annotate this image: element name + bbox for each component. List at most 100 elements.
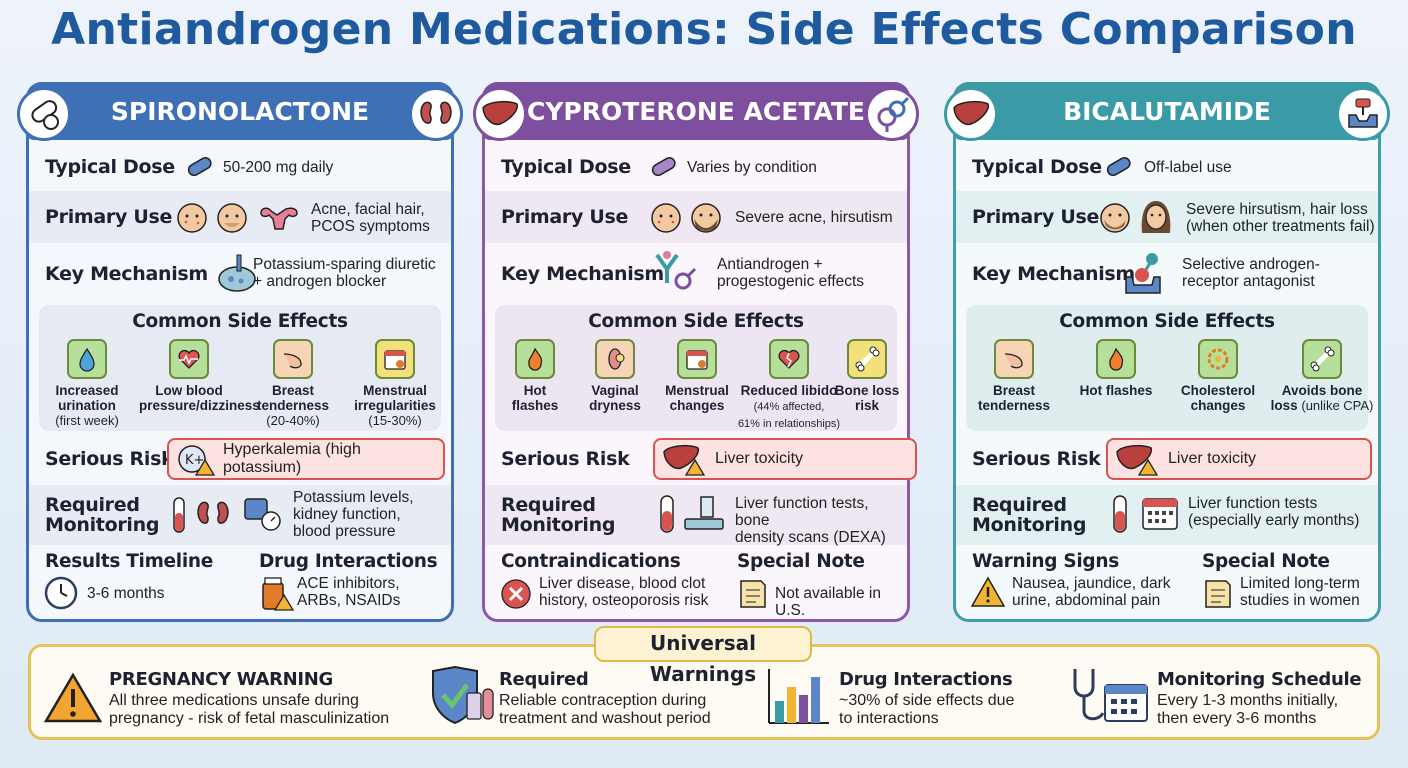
section-heading: Warning Signs [972,551,1119,572]
universal-warnings-title: Universal Warnings [594,626,812,686]
section-line: ACE inhibitors, [297,575,400,592]
side-effect-line: Low blood [155,383,223,398]
dexa-scanner-icon [681,493,727,537]
universal-warnings-panel: PREGNANCY WARNING All three medications … [28,644,1380,740]
section-line: ARBs, NSAIDs [297,592,401,609]
side-effect-line: pressure/dizziness [139,398,260,413]
side-effect-item: Hot flashes [1066,339,1166,398]
warning-text: Every 1-3 months initially, then every 3-… [1157,692,1361,728]
svg-text:K+: K+ [185,453,204,468]
kidney-icon [193,495,233,533]
side-effect-item: Breast tenderness (20-40%) [243,339,343,428]
pill-icon [185,155,215,179]
bone-check-icon [1302,339,1342,379]
warning-line: ~30% of side effects due [839,692,1015,709]
gender-symbol-icon [865,87,919,141]
side-effect-line: changes [669,398,725,413]
stethoscope-calendar-icon [1067,665,1153,727]
side-effect-item: Vaginal dryness [565,339,665,413]
side-effect-item: Menstrual changes [647,339,747,413]
side-effect-sub: (15-30%) [368,413,422,428]
warning-line: Reliable contraception during [499,692,707,709]
test-tube-icon [655,493,679,537]
value-primary-use: Severe hirsutism, hair loss (when other t… [1186,201,1375,235]
warning-line: then every 3-6 months [1157,710,1317,727]
primary-use-line: Severe hirsutism, hair loss [1186,201,1368,218]
receptor-icon [1336,87,1390,141]
side-effect-line: Menstrual [665,383,729,398]
card-header: BICALUTAMIDE [953,82,1381,140]
common-side-effects: Common Side Effects Breast tenderness Hot… [964,305,1373,431]
warning-line: All three medications unsafe during [109,692,359,709]
common-side-effects-title: Common Side Effects [1059,311,1275,332]
warning-item: PREGNANCY WARNING All three medications … [109,669,389,728]
warning-text: All three medications unsafe during pregn… [109,692,389,728]
page-title: Antiandrogen Medications: Side Effects C… [51,4,1357,55]
primary-use-line: Acne, facial hair, [311,201,425,218]
label-line: Monitoring [972,514,1087,536]
calendar-icon [375,339,415,379]
card-title: SPIRONOLACTONE [110,96,370,126]
serious-risk-text: Hyperkalemia (high potassium) [223,441,361,476]
section-line: history, osteoporosis risk [539,592,709,609]
value-typical-dose: Off-label use [1144,159,1232,176]
label-key-mechanism: Key Mechanism [972,263,1135,285]
warning-item: Monitoring Schedule Every 1-3 months ini… [1157,669,1362,728]
label-primary-use: Primary Use [45,206,173,228]
label-required-monitoring: Required Monitoring [45,495,159,535]
note-icon [737,577,769,611]
side-effect-line: tenderness [977,398,1051,413]
card-title: CYPROTERONE ACETATE [526,96,866,126]
side-effect-label: Cholesterol changes [1168,383,1268,413]
section-line: Nausea, jaundice, dark [1012,575,1171,592]
side-effect-line: urination [58,398,116,413]
side-effect-label: Hot flashes [1066,383,1166,398]
calendar-icon [1140,493,1180,533]
monitoring-line: Liver function tests, bone [735,495,869,529]
label-required-monitoring: Required Monitoring [972,495,1086,535]
side-effect-line: Cholesterol [1180,383,1256,398]
cell-icon [215,251,259,295]
note-icon [1202,577,1234,611]
side-effect-item: Low blood pressure/dizziness [139,339,260,413]
bar-chart-icon [765,665,831,727]
card-cyproterone-acetate: CYPROTERONE ACETATE Typical Dose Varies … [473,82,919,622]
side-effect-line: tenderness [256,398,330,413]
label-typical-dose: Typical Dose [501,156,631,178]
label-line: Monitoring [45,514,160,536]
receptor-gender-icon [653,249,701,297]
side-effect-item: Hot flashes [485,339,585,413]
value-key-mechanism: Antiandrogen + progestogenic effects [717,256,864,290]
side-effect-line: Menstrual [363,383,427,398]
broken-heart-icon [769,339,809,379]
monitoring-line: blood pressure [293,523,396,540]
label-serious-risk: Serious Risk [972,448,1101,470]
side-effect-label: Breast tenderness [964,383,1064,413]
row-typical-dose: Typical Dose Off-label use [956,143,1378,191]
warning-line: to interactions [839,710,939,727]
side-effect-label: Low blood pressure/dizziness [139,383,260,413]
label-line: Required [972,494,1067,516]
side-effect-line: Breast [271,383,315,398]
label-primary-use: Primary Use [501,206,629,228]
pill-icon [649,155,679,179]
side-effect-line: loss [1270,398,1298,413]
side-effect-label: Menstrual changes [647,383,747,413]
side-effect-label: Reduced libido (44% affected, 61% in relat… [727,383,851,432]
section-text: ACE inhibitors, ARBs, NSAIDs [297,575,400,609]
value-monitoring: Liver function tests (especially early mo… [1188,495,1359,529]
liver-warning-icon [1114,442,1160,476]
side-effect-line: changes [1190,398,1246,413]
side-effect-line: Breast [992,383,1036,398]
pill-icon [17,87,71,141]
label-line: Required [45,494,140,516]
liver-warning-icon [661,442,707,476]
row-typical-dose: Typical Dose Varies by condition [485,143,907,191]
label-required-monitoring: Required Monitoring [501,495,615,535]
label-primary-use: Primary Use [972,206,1100,228]
section-text: 3-6 months [87,585,165,602]
side-effect-line: Hot [523,383,547,398]
liver-icon [473,87,527,141]
serious-risk-text: Liver toxicity [1168,450,1257,467]
section-text: Nausea, jaundice, dark urine, abdominal p… [1012,575,1171,609]
